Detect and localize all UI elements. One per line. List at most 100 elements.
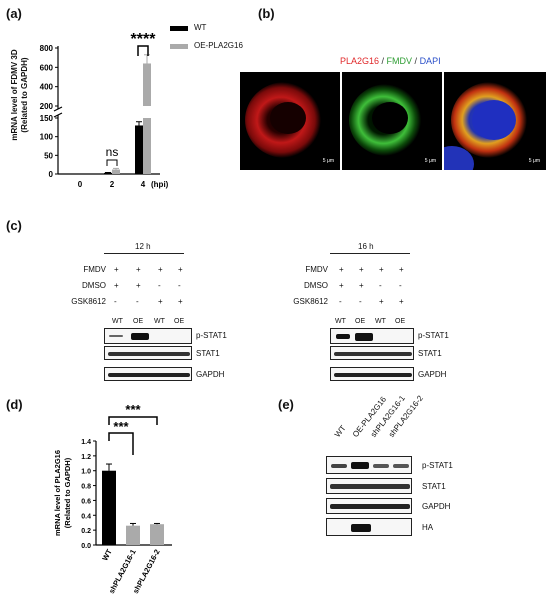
c-left-mark: +	[136, 281, 141, 290]
axis-a-tick-label: 600	[40, 63, 54, 72]
bar-d	[126, 525, 140, 545]
c-right-blot-label: GAPDH	[418, 370, 447, 379]
c-right-lane: WT	[375, 318, 386, 325]
axis-d-tick-label: 0.4	[81, 513, 91, 520]
c-left-mark: -	[158, 281, 161, 290]
e-lane: WT	[332, 423, 348, 439]
c-right-mark: +	[339, 281, 344, 290]
c-left-lane: WT	[112, 318, 123, 325]
c-left-lane: OE	[174, 318, 185, 325]
c-right-mark: -	[359, 297, 362, 306]
c-left-mark: +	[178, 265, 183, 274]
c-left-row-fmdv-label: FMDV	[83, 265, 106, 274]
sig-d-1: ***	[113, 419, 129, 434]
c-right-lane: OE	[355, 318, 366, 325]
scale-bar-label-2: 5 μm	[424, 158, 436, 164]
e-blot-label: HA	[422, 523, 434, 532]
micrograph-pla2g16: 5 μm	[240, 72, 340, 170]
blot-e-pstat1	[326, 456, 412, 474]
bar-a	[143, 63, 151, 106]
c-right-mark: +	[359, 281, 364, 290]
c-right-time: 16 h	[358, 242, 374, 251]
blot-e-ha	[326, 518, 412, 536]
c-right-row-dmso-label: DMSO	[304, 281, 328, 290]
sig-bracket-main	[137, 45, 149, 56]
c-right-mark: +	[399, 297, 404, 306]
c-left-lane: WT	[154, 318, 165, 325]
panel-b-title: PLA2G16 / FMDV / DAPI	[340, 56, 441, 66]
c-left-mark: -	[114, 297, 117, 306]
c-left-mark: -	[178, 281, 181, 290]
axis-a-tick-label: 100	[40, 133, 54, 142]
c-left-blot-label: STAT1	[196, 349, 220, 358]
c-right-lane: OE	[395, 318, 406, 325]
bar-a	[135, 125, 143, 174]
panel-d-chart: 0.0 0.2 0.4 0.6 0.8 1.0 1.2 1.4 mRNA level of PL…	[53, 402, 172, 595]
c-right-mark: +	[379, 297, 384, 306]
bar-a	[112, 169, 120, 174]
c-right-mark: +	[339, 265, 344, 274]
legend-swatch-oe	[170, 44, 188, 49]
bar-d	[102, 470, 116, 545]
axis-d-tick-label: 1.2	[81, 454, 91, 461]
scale-bar-label-3: 5 μm	[528, 158, 540, 164]
panel-label-d: (d)	[6, 397, 23, 412]
c-left-mark: +	[178, 297, 183, 306]
blot-c12-gapdh	[104, 367, 192, 381]
axis-a-tick-label: 200	[40, 102, 54, 111]
axis-a-tick-label: 800	[40, 44, 54, 53]
blot-c16-pstat1	[330, 328, 414, 344]
c-left-blot-label: p-STAT1	[196, 331, 227, 340]
panel-label-b: (b)	[258, 6, 275, 21]
panel-label-a: (a)	[6, 6, 22, 21]
blot-c12-stat1	[104, 346, 192, 360]
axis-d-tick-label: 1.4	[81, 439, 91, 446]
c-right-mark: +	[379, 265, 384, 274]
axis-a-x-label: 2	[110, 180, 115, 189]
sig-bracket-d	[108, 416, 158, 425]
e-blot-label: STAT1	[422, 482, 446, 491]
bar-d	[150, 524, 164, 545]
c-left-mark: -	[136, 297, 139, 306]
c-left-mark: +	[114, 265, 119, 274]
c-right-mark: +	[359, 265, 364, 274]
legend-label-wt: WT	[194, 23, 207, 32]
sig-bracket-ns	[106, 159, 118, 166]
c-right-row-gsk-label: GSK8612	[293, 297, 328, 306]
bar-a	[104, 172, 112, 174]
c-right-mark: +	[399, 265, 404, 274]
micrograph-merge: 5 μm	[444, 72, 546, 170]
blot-e-gapdh	[326, 498, 412, 514]
axis-d-ylabel-line2: (Related to GAPDH)	[63, 457, 72, 528]
axis-a-tick-label: 150	[40, 114, 54, 123]
axis-a-tick-label: 400	[40, 83, 54, 92]
axis-d-x-label: WT	[100, 547, 114, 562]
c-right-time-bar	[330, 253, 410, 254]
axis-d-tick-label: 0.8	[81, 484, 91, 491]
c-left-mark: +	[136, 265, 141, 274]
axis-a-x-label: 4	[141, 180, 146, 189]
c-left-row-dmso-label: DMSO	[82, 281, 106, 290]
c-right-blot-label: STAT1	[418, 349, 442, 358]
c-left-time: 12 h	[135, 242, 151, 251]
sig-main: ****	[131, 31, 157, 48]
blot-c12-pstat1	[104, 328, 192, 344]
c-left-blot-label: GAPDH	[196, 370, 225, 379]
c-left-lane: OE	[133, 318, 144, 325]
panel-label-e: (e)	[278, 397, 294, 412]
axis-a-x-label: 0	[78, 180, 83, 189]
c-right-row-fmdv-label: FMDV	[305, 265, 328, 274]
c-left-time-bar	[104, 253, 184, 254]
panel-label-c: (c)	[6, 218, 22, 233]
axis-a-break-mark	[53, 112, 63, 118]
panel-a-chart: 800 600 400 200 150 100 50 0 0 2 4 (hpi) ns ****	[40, 31, 169, 189]
scale-bar-label-1: 5 μm	[322, 158, 334, 164]
bar-a	[143, 118, 151, 174]
blot-c16-stat1	[330, 346, 414, 360]
axis-a-tick-label: 0	[49, 170, 54, 179]
axis-d-tick-label: 0.2	[81, 528, 91, 535]
e-blot-label: p-STAT1	[422, 461, 453, 470]
c-left-mark: +	[158, 297, 163, 306]
sig-ns: ns	[106, 145, 119, 159]
axis-d-tick-label: 0.0	[81, 543, 91, 550]
